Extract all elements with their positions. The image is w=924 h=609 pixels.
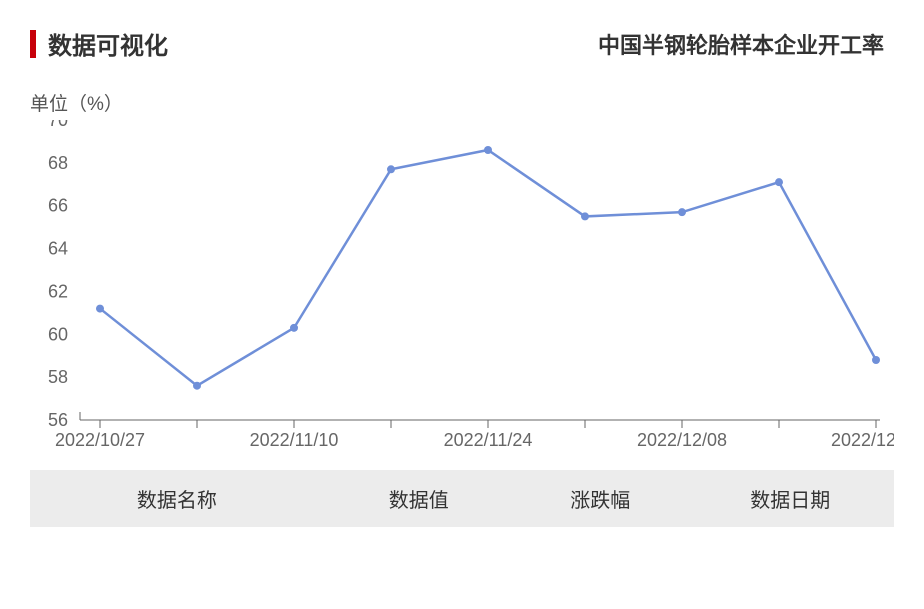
svg-text:56: 56 <box>48 410 68 430</box>
svg-text:62: 62 <box>48 281 68 301</box>
svg-text:64: 64 <box>48 239 68 259</box>
line-chart: 5658606264666870 2022/10/272022/11/10202… <box>30 120 894 470</box>
accent-bar <box>30 30 36 58</box>
data-point <box>290 324 298 332</box>
col-header-date: 数据日期 <box>687 484 894 513</box>
col-header-value: 数据值 <box>324 484 514 513</box>
series-points <box>96 146 880 390</box>
data-point <box>484 146 492 154</box>
section-title: 数据可视化 <box>48 26 168 61</box>
svg-text:2022/10/27: 2022/10/27 <box>55 430 145 450</box>
chart-area: 5658606264666870 2022/10/272022/11/10202… <box>30 120 894 470</box>
data-point <box>775 178 783 186</box>
col-header-name: 数据名称 <box>30 484 324 513</box>
svg-text:2022/12/22: 2022/12/22 <box>831 430 894 450</box>
data-point <box>387 165 395 173</box>
data-point <box>193 382 201 390</box>
svg-text:68: 68 <box>48 153 68 173</box>
x-axis: 2022/10/27 2022/11/10 2022/11/24 2022/12/08… <box>55 412 894 450</box>
svg-text:2022/12/08: 2022/12/08 <box>637 430 727 450</box>
svg-text:2022/11/10: 2022/11/10 <box>250 430 339 450</box>
data-point <box>678 208 686 216</box>
header-left: 数据可视化 <box>30 26 168 61</box>
chart-title: 中国半钢轮胎样本企业开工率 <box>598 28 884 60</box>
series-line <box>100 150 876 386</box>
svg-text:66: 66 <box>48 196 68 216</box>
table-header-row: 数据名称 数据值 涨跌幅 数据日期 <box>30 470 894 527</box>
data-point <box>872 356 880 364</box>
svg-text:58: 58 <box>48 367 68 387</box>
data-point <box>581 212 589 220</box>
svg-text:2022/11/24: 2022/11/24 <box>444 430 533 450</box>
unit-label: 单位（%） <box>0 71 924 120</box>
svg-text:60: 60 <box>48 324 68 344</box>
header: 数据可视化 中国半钢轮胎样本企业开工率 <box>0 0 924 71</box>
svg-text:70: 70 <box>48 120 68 130</box>
y-axis: 56 58 60 62 64 66 68 70 <box>48 120 68 430</box>
col-header-change: 涨跌幅 <box>514 484 687 513</box>
data-point <box>96 305 104 313</box>
